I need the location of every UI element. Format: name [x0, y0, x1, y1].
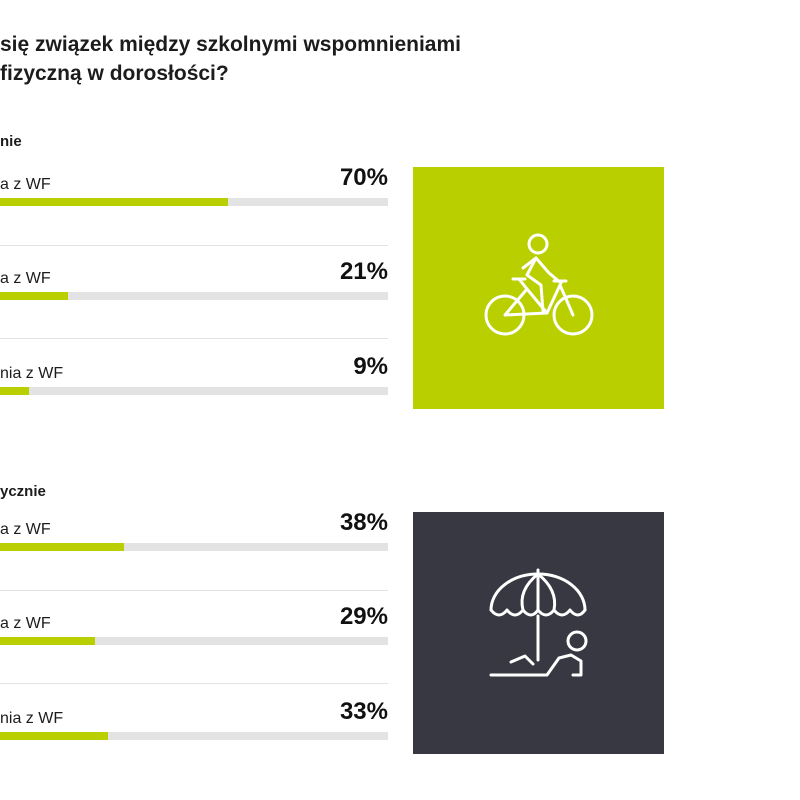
bar-value-label: 38%: [339, 509, 388, 536]
bar-row-1-2: a z WF 21%: [0, 258, 388, 330]
title-line-2: fizyczną w dorosłości?: [0, 62, 229, 85]
bar-value-label: 21%: [339, 258, 388, 285]
row-divider: [0, 590, 388, 591]
bar-label: nia z WF: [0, 710, 64, 727]
group-label-2: ycznie: [0, 483, 46, 500]
bar-value-label: 70%: [339, 164, 388, 191]
chart-title: się związek między szkolnymi wspomnienia…: [0, 30, 461, 88]
bar-track: [0, 732, 388, 740]
bar-fill: [0, 732, 108, 740]
bar-row-2-3: nia z WF 33%: [0, 698, 388, 770]
bar-fill: [0, 387, 30, 395]
bar-track: [0, 637, 388, 645]
bar-label: a z WF: [0, 270, 51, 287]
bar-track: [0, 387, 388, 395]
bar-fill: [0, 198, 229, 206]
bicycle-rider-icon: [484, 233, 594, 336]
row-divider: [0, 683, 388, 684]
bar-value-label: 33%: [339, 698, 388, 725]
bar-label: a z WF: [0, 176, 51, 193]
bar-row-2-2: a z WF 29%: [0, 603, 388, 675]
person-lounging-under-umbrella-icon: [489, 568, 588, 677]
bar-fill: [0, 543, 124, 551]
title-line-1: się związek między szkolnymi wspomnienia…: [0, 33, 461, 56]
bar-track: [0, 198, 388, 206]
bar-track: [0, 543, 388, 551]
umbrella-panel: [413, 512, 664, 754]
bicycle-panel: [413, 167, 664, 409]
bar-label: nia z WF: [0, 365, 64, 382]
bar-label: a z WF: [0, 521, 51, 538]
group-label-1: nie: [0, 133, 22, 150]
bar-fill: [0, 292, 69, 300]
bar-label: a z WF: [0, 615, 51, 632]
bar-row-1-1: a z WF 70%: [0, 164, 388, 236]
row-divider: [0, 338, 388, 339]
bar-fill: [0, 637, 95, 645]
bar-value-label: 29%: [339, 603, 388, 630]
bar-track: [0, 292, 388, 300]
bar-row-1-3: nia z WF 9%: [0, 353, 388, 425]
bar-row-2-1: a z WF 38%: [0, 509, 388, 581]
row-divider: [0, 245, 388, 246]
bar-value-label: 9%: [353, 353, 388, 380]
